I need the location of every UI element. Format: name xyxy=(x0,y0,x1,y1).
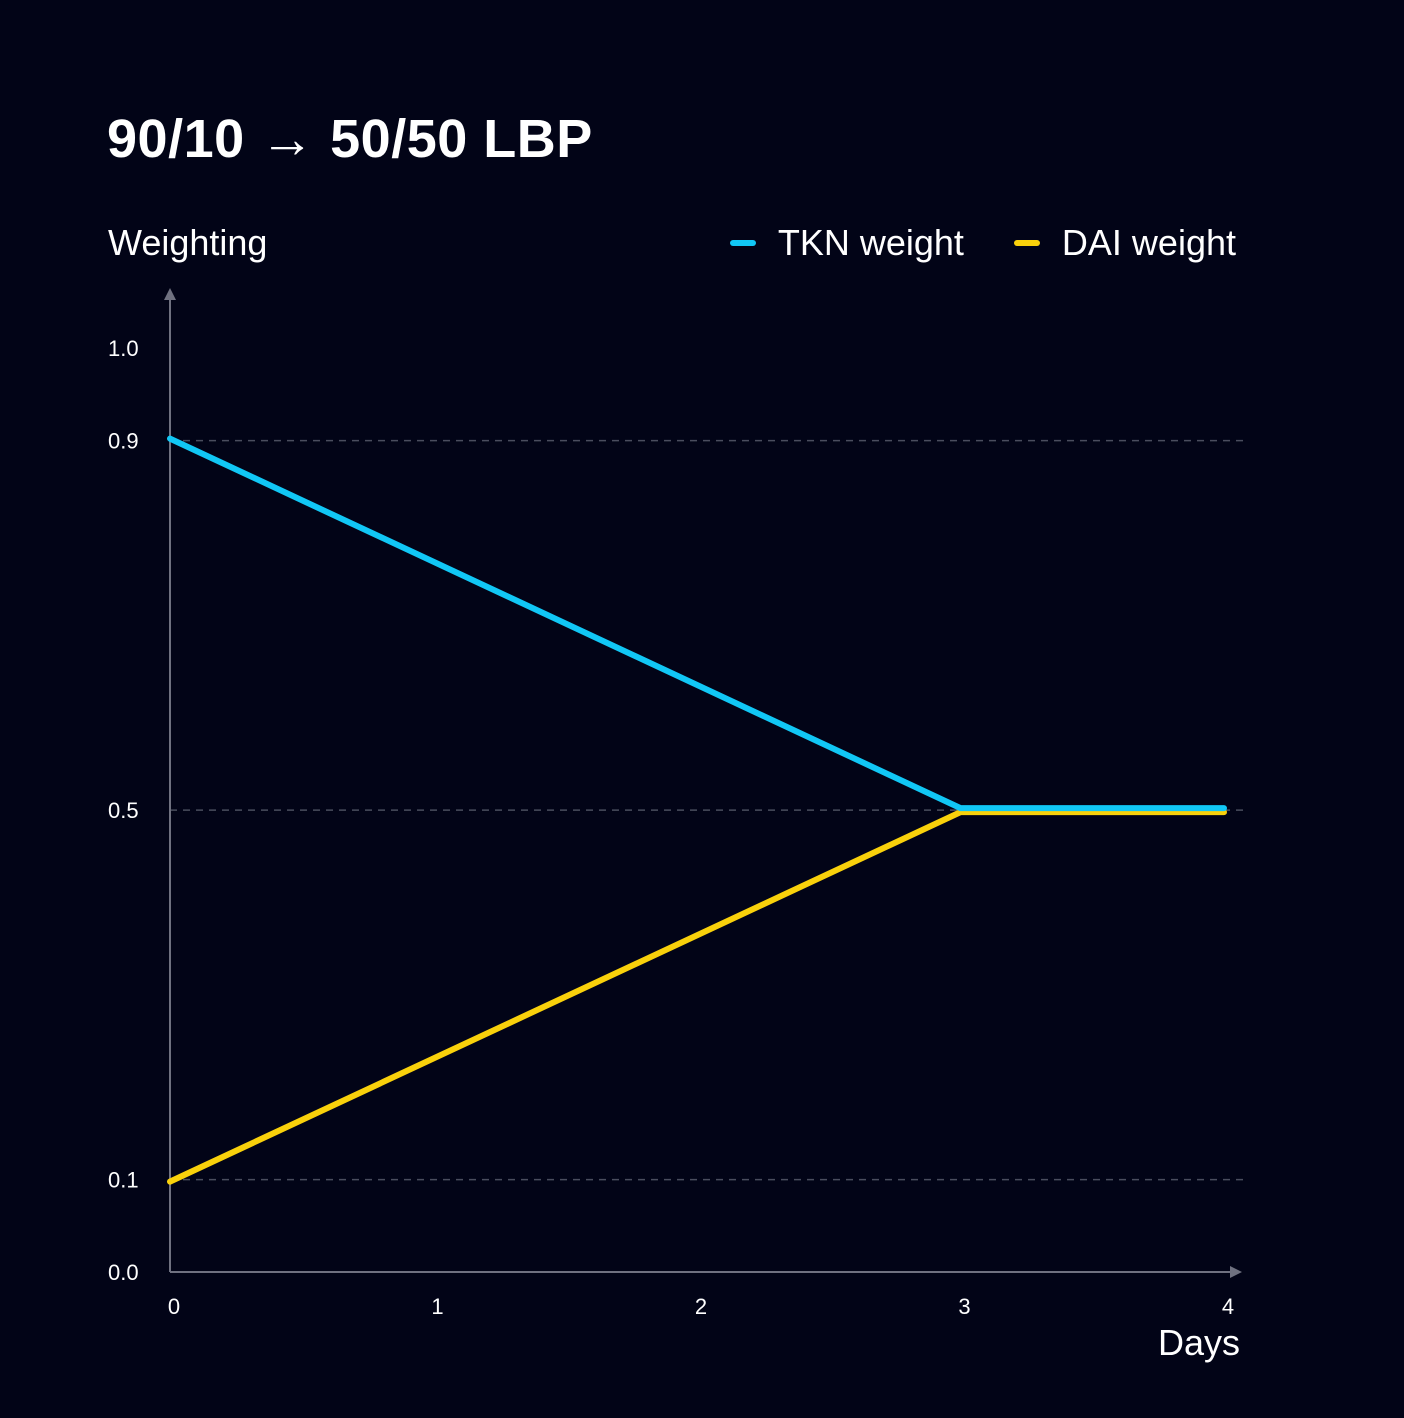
y-axis-label: Weighting xyxy=(108,222,268,263)
legend: TKN weight DAI weight xyxy=(729,222,1236,264)
chart-title: 90/10 → 50/50 LBP xyxy=(107,109,593,169)
legend-label-tkn: TKN weight xyxy=(777,222,964,263)
legend-label-dai: DAI weight xyxy=(1061,222,1236,263)
x-axis-arrow xyxy=(1230,1266,1242,1278)
y-tick-label: 1.0 xyxy=(108,336,139,361)
legend-swatch-tkn xyxy=(729,240,756,246)
legend-swatch-dai xyxy=(1013,240,1040,246)
x-tick-label: 4 xyxy=(1222,1294,1234,1319)
x-tick-label: 1 xyxy=(431,1294,443,1319)
legend-item-dai: DAI weight xyxy=(1013,222,1236,264)
y-axis-arrow xyxy=(164,288,176,300)
x-tick-label: 2 xyxy=(695,1294,707,1319)
x-tick-label: 0 xyxy=(168,1294,180,1319)
series-line-tkn-weight xyxy=(167,435,1227,812)
x-axis-label: Days xyxy=(1157,1322,1240,1363)
y-tick-label: 0.9 xyxy=(108,429,139,454)
x-tick-label: 3 xyxy=(958,1294,970,1319)
y-tick-label: 0.1 xyxy=(108,1168,139,1193)
legend-item-tkn: TKN weight xyxy=(729,222,964,264)
y-tick-label: 0.0 xyxy=(108,1260,139,1285)
series-line-dai-weight xyxy=(167,809,1227,1185)
y-tick-label: 0.5 xyxy=(108,798,139,823)
